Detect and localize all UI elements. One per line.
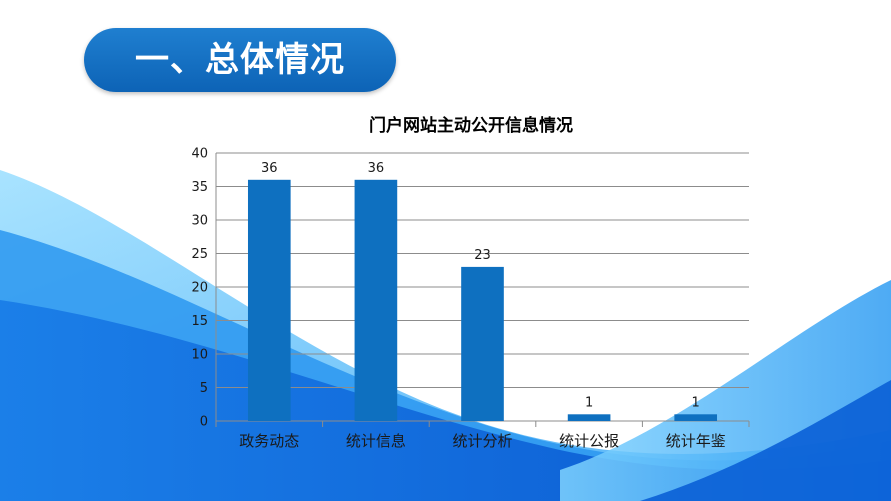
y-tick-label: 30 [191, 214, 208, 229]
data-label: 1 [692, 395, 700, 410]
y-tick-label: 25 [191, 247, 208, 262]
bar [674, 414, 718, 421]
y-tick-label: 20 [191, 281, 208, 296]
bar [461, 266, 504, 421]
bar [247, 179, 291, 421]
bars [247, 179, 718, 421]
chart-title: 门户网站主动公开信息情况 [369, 115, 573, 136]
data-label: 36 [261, 161, 278, 176]
labels: 0 5 10 15 20 25 30 35 40 36 政务动态 36 统计信息 23 统计分析 1 统计公报 1… [191, 147, 725, 451]
wave-right-deep [640, 380, 891, 501]
y-tick-label: 5 [200, 381, 208, 396]
x-category-label: 统计分析 [452, 432, 512, 450]
y-tick-label: 35 [191, 180, 208, 195]
bar [567, 414, 611, 421]
data-label: 1 [585, 395, 593, 410]
wave-deep [0, 300, 891, 501]
x-category-label: 统计信息 [346, 432, 406, 450]
x-category-label: 政务动态 [239, 432, 299, 450]
section-heading-pill: 一、总体情况 [84, 28, 396, 92]
data-label: 23 [474, 248, 491, 263]
x-category-label: 统计公报 [559, 432, 619, 450]
y-tick-label: 15 [191, 314, 208, 329]
y-tick-label: 10 [191, 348, 208, 363]
bar [354, 179, 398, 421]
y-tick-label: 0 [200, 415, 208, 430]
x-category-label: 统计年鉴 [666, 432, 726, 450]
data-label: 36 [368, 161, 385, 176]
section-heading: 一、总体情况 [135, 40, 345, 80]
y-tick-label: 40 [191, 147, 208, 162]
axes [215, 153, 750, 427]
